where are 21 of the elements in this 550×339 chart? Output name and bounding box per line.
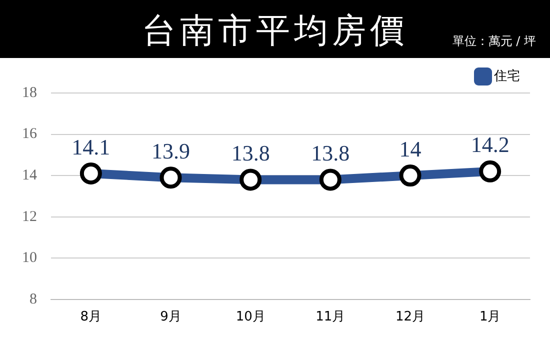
x-tick-label: 12月 xyxy=(395,310,426,325)
x-tick-label: 1月 xyxy=(479,310,501,325)
data-label: 13.9 xyxy=(152,138,190,164)
chart-title: 台南市平均房價 xyxy=(142,11,408,51)
y-tick-label: 10 xyxy=(22,250,37,266)
text: 單位：萬元 / 坪 xyxy=(452,33,536,50)
x-tick-label: 10月 xyxy=(236,310,266,325)
data-label: 13.8 xyxy=(231,140,270,166)
y-tick-label: 18 xyxy=(22,84,37,101)
legend-label: 住宅 xyxy=(493,68,520,84)
data-label: 14.2 xyxy=(470,132,510,158)
y-tick-label: 8 xyxy=(30,291,37,308)
y-tick-label: 16 xyxy=(22,126,38,142)
y-tick-label: 12 xyxy=(22,208,37,225)
x-tick-label: 11月 xyxy=(316,310,346,325)
data-label: 13.8 xyxy=(311,140,350,166)
x-tick-label: 9月 xyxy=(160,310,182,325)
data-label: 14 xyxy=(399,136,422,162)
y-tick-label: 14 xyxy=(22,167,38,184)
data-label: 14.1 xyxy=(72,134,110,160)
x-tick-label: 8月 xyxy=(80,310,102,325)
